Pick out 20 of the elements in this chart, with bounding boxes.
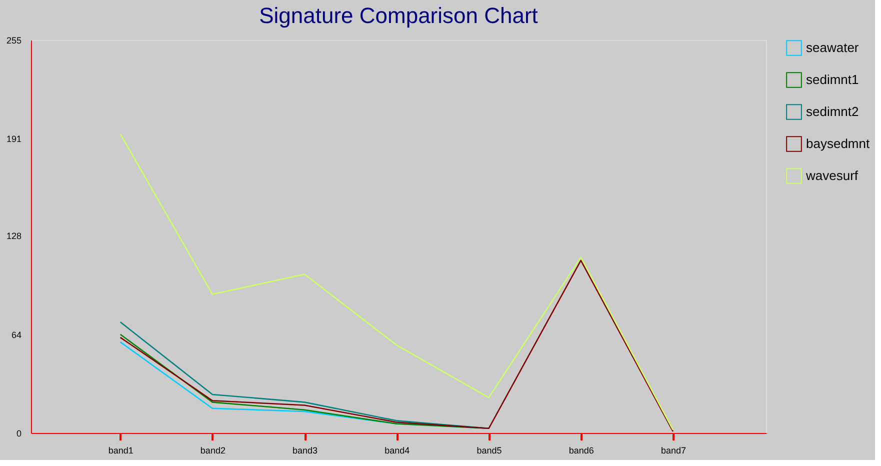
y-tick-label: 64 [11, 330, 22, 340]
legend-label: sedimnt1 [806, 72, 859, 87]
x-tick-label: band3 [292, 446, 318, 456]
legend-label: wavesurf [805, 168, 858, 183]
x-tick-label: band6 [568, 446, 594, 456]
y-tick-label: 128 [6, 231, 22, 242]
line-series [120, 133, 674, 431]
y-tick-label: 0 [16, 428, 22, 438]
x-tick-label: band5 [476, 446, 502, 456]
x-tick-label: band2 [200, 446, 226, 456]
x-tick-label: band1 [108, 446, 134, 456]
legend-label: baysedmnt [806, 136, 870, 151]
line-series [120, 260, 674, 432]
y-tick-label: 255 [6, 36, 22, 46]
x-tick-label: band7 [660, 446, 686, 456]
x-tick-label: band4 [384, 446, 410, 456]
legend-label: sedimnt2 [806, 104, 859, 119]
y-tick-label: 191 [6, 134, 22, 144]
legend-label: seawater [806, 40, 860, 55]
chart-title: Signature Comparison Chart [259, 3, 538, 28]
